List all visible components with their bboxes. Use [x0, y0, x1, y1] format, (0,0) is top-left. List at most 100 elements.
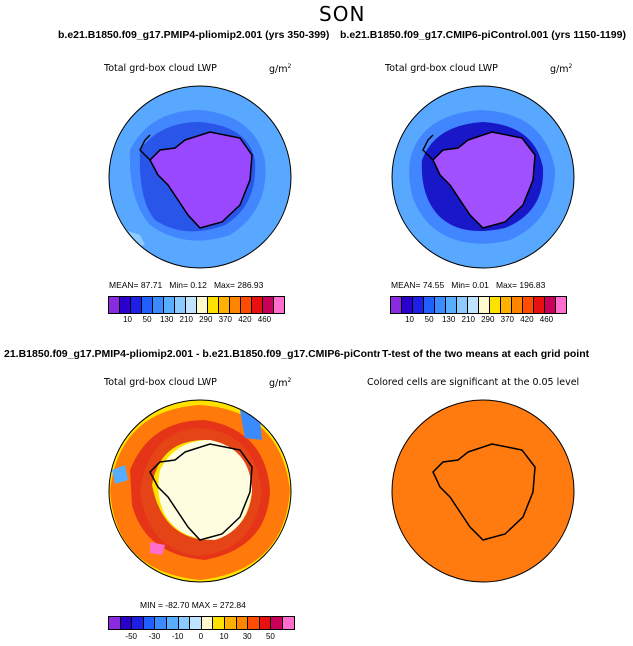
- panel-b-colorbar-cell: [446, 297, 457, 313]
- panel-diff-colorbar: [108, 616, 295, 630]
- panel-b-colorbar-label: 10: [405, 315, 414, 324]
- panel-diff-colorbar-cell: [271, 617, 283, 629]
- panel-b-colorbar-label: 50: [424, 315, 434, 324]
- panel-a-antarctica: [149, 131, 253, 229]
- panel-a-colorbar: [108, 296, 285, 314]
- panel-b-colorbar-cell: [457, 297, 468, 313]
- panel-a-colorbar-cell: [197, 297, 208, 313]
- panel-b-colorbar-cell: [413, 297, 424, 313]
- panel-a-colorbar-label: 210: [179, 315, 193, 324]
- panel-b-colorbar-cell: [391, 297, 402, 313]
- panel-a-colorbar-label: 10: [123, 315, 132, 324]
- panel-a-case-title: b.e21.B1850.f09_g17.PMIP4-pliomip2.001 (…: [58, 29, 330, 41]
- panel-b-stats: MEAN= 74.55 Min= 0.01 Max= 196.83: [391, 280, 546, 290]
- panel-a-stats: MEAN= 87.71 Min= 0.12 Max= 286.93: [109, 280, 264, 290]
- panel-b-colorbar-label: 370: [500, 315, 515, 324]
- panel-diff-colorbar-cell: [143, 617, 156, 629]
- panel-diff-colorbar-cell: [282, 617, 294, 629]
- panel-sig-variable: Colored cells are significant at the 0.0…: [367, 377, 580, 388]
- panel-diff-colorbar-cell: [224, 617, 237, 629]
- panel-a-peninsula: [139, 134, 151, 161]
- panel-a-colorbar-cell: [153, 297, 164, 313]
- panel-a-colorbar-cell: [230, 297, 241, 313]
- panel-b-colorbar-labels: 10 50 130 210 290 370 420 460: [390, 315, 570, 327]
- panel-diff-variable: Total grd-box cloud LWP: [104, 377, 217, 388]
- panel-diff-blue-patch-west: [112, 465, 128, 484]
- panel-diff-border: [108, 399, 292, 583]
- panel-b-colorbar-cell: [435, 297, 446, 313]
- panel-a-colorbar-cell: [252, 297, 263, 313]
- panel-b-colorbar-cell: [479, 297, 490, 313]
- panel-diff-colorbar-label: -30: [148, 632, 161, 641]
- panel-b-colorbar-cell: [534, 297, 545, 313]
- panel-diff-colorbar-label: 50: [265, 632, 275, 641]
- panel-diff-colorbar-labels: -50 -30 -10 0 10 30 50: [108, 632, 294, 644]
- panel-a-border: [108, 85, 292, 269]
- panel-diff-colorbar-label: 0: [198, 632, 204, 641]
- panel-b-peninsula: [422, 134, 434, 161]
- panel-a-colorbar-label: 420: [238, 315, 252, 324]
- panel-b-colorbar-label: 460: [539, 315, 554, 324]
- panel-a-colorbar-label: 130: [159, 315, 174, 324]
- panel-b-map: [392, 86, 574, 268]
- panel-diff-colorbar-cell: [109, 617, 121, 629]
- panel-sig-antarctica: [432, 443, 536, 541]
- panel-diff-colorbar-cell: [213, 617, 225, 629]
- panel-a-map: [109, 86, 291, 268]
- panel-a-colorbar-labels: 10 50 130 210 290 370 420 460: [108, 315, 288, 327]
- panel-diff-colorbar-label: -50: [125, 632, 137, 641]
- panel-diff-colorbar-cell: [178, 617, 191, 629]
- panel-a-colorbar-cell: [263, 297, 274, 313]
- panel-b-colorbar-cell: [490, 297, 501, 313]
- panel-b-colorbar-cell: [501, 297, 512, 313]
- panel-diff-center: [158, 440, 252, 540]
- panel-b-colorbar-cell: [523, 297, 534, 313]
- panel-sig-case-title: T-test of the two means at each grid poi…: [380, 348, 590, 360]
- panel-a-colorbar-cell: [219, 297, 230, 313]
- panel-a-colorbar-cell: [131, 297, 142, 313]
- panel-diff-map: [109, 400, 291, 582]
- panel-diff-stats: MIN = -82.70 MAX = 272.84: [140, 600, 246, 610]
- panel-a-colorbar-label: 460: [257, 315, 272, 324]
- panel-a-colorbar-cell: [142, 297, 153, 313]
- panel-diff-colorbar-cell: [190, 617, 202, 629]
- panel-sig-map: [392, 400, 574, 582]
- panel-a-units: g/m2: [269, 63, 292, 76]
- panel-b-colorbar-cell: [512, 297, 523, 313]
- season-title: SON: [319, 2, 366, 26]
- panel-diff-pink-patch: [150, 542, 165, 555]
- panel-a-colorbar-cell: [164, 297, 175, 313]
- panel-b-colorbar-label: 130: [441, 315, 456, 324]
- panel-diff-colorbar-cell: [236, 617, 249, 629]
- panel-diff-colorbar-cell: [166, 617, 179, 629]
- panel-b-colorbar-cell: [468, 297, 479, 313]
- panel-b-colorbar-label: 290: [481, 315, 495, 324]
- panel-diff-antarctica: [149, 443, 253, 541]
- panel-b-colorbar-label: 420: [520, 315, 534, 324]
- panel-b-antarctica: [432, 131, 536, 229]
- panel-a-colorbar-cell: [241, 297, 252, 313]
- panel-b-border: [391, 85, 575, 269]
- panel-diff-colorbar-cell: [259, 617, 272, 629]
- panel-diff-colorbar-cell: [248, 617, 260, 629]
- panel-diff-case-title: 21.B1850.f09_g17.PMIP4-pliomip2.001 - b.…: [4, 348, 411, 360]
- panel-diff-colorbar-label: 10: [219, 632, 229, 641]
- panel-diff-colorbar-label: -10: [171, 632, 184, 641]
- panel-diff-colorbar-cell: [155, 617, 167, 629]
- panel-diff-colorbar-cell: [201, 617, 214, 629]
- panel-a-variable: Total grd-box cloud LWP: [104, 63, 217, 74]
- panel-diff-blue-patch-north: [240, 410, 262, 440]
- panel-b-case-title: b.e21.B1850.f09_g17.CMIP6-piControl.001 …: [340, 29, 626, 41]
- panel-a-colorbar-label: 370: [218, 315, 233, 324]
- panel-b-colorbar-cell: [545, 297, 556, 313]
- panel-diff-colorbar-cell: [132, 617, 144, 629]
- panel-b-colorbar-label: 210: [461, 315, 475, 324]
- panel-a-colorbar-cell: [274, 297, 284, 313]
- panel-a-colorbar-cell: [175, 297, 186, 313]
- panel-a-colorbar-cell: [109, 297, 120, 313]
- panel-b-colorbar-cell: [424, 297, 435, 313]
- panel-a-colorbar-cell: [186, 297, 197, 313]
- panel-a-colorbar-label: 50: [142, 315, 152, 324]
- panel-b-colorbar: [390, 296, 567, 314]
